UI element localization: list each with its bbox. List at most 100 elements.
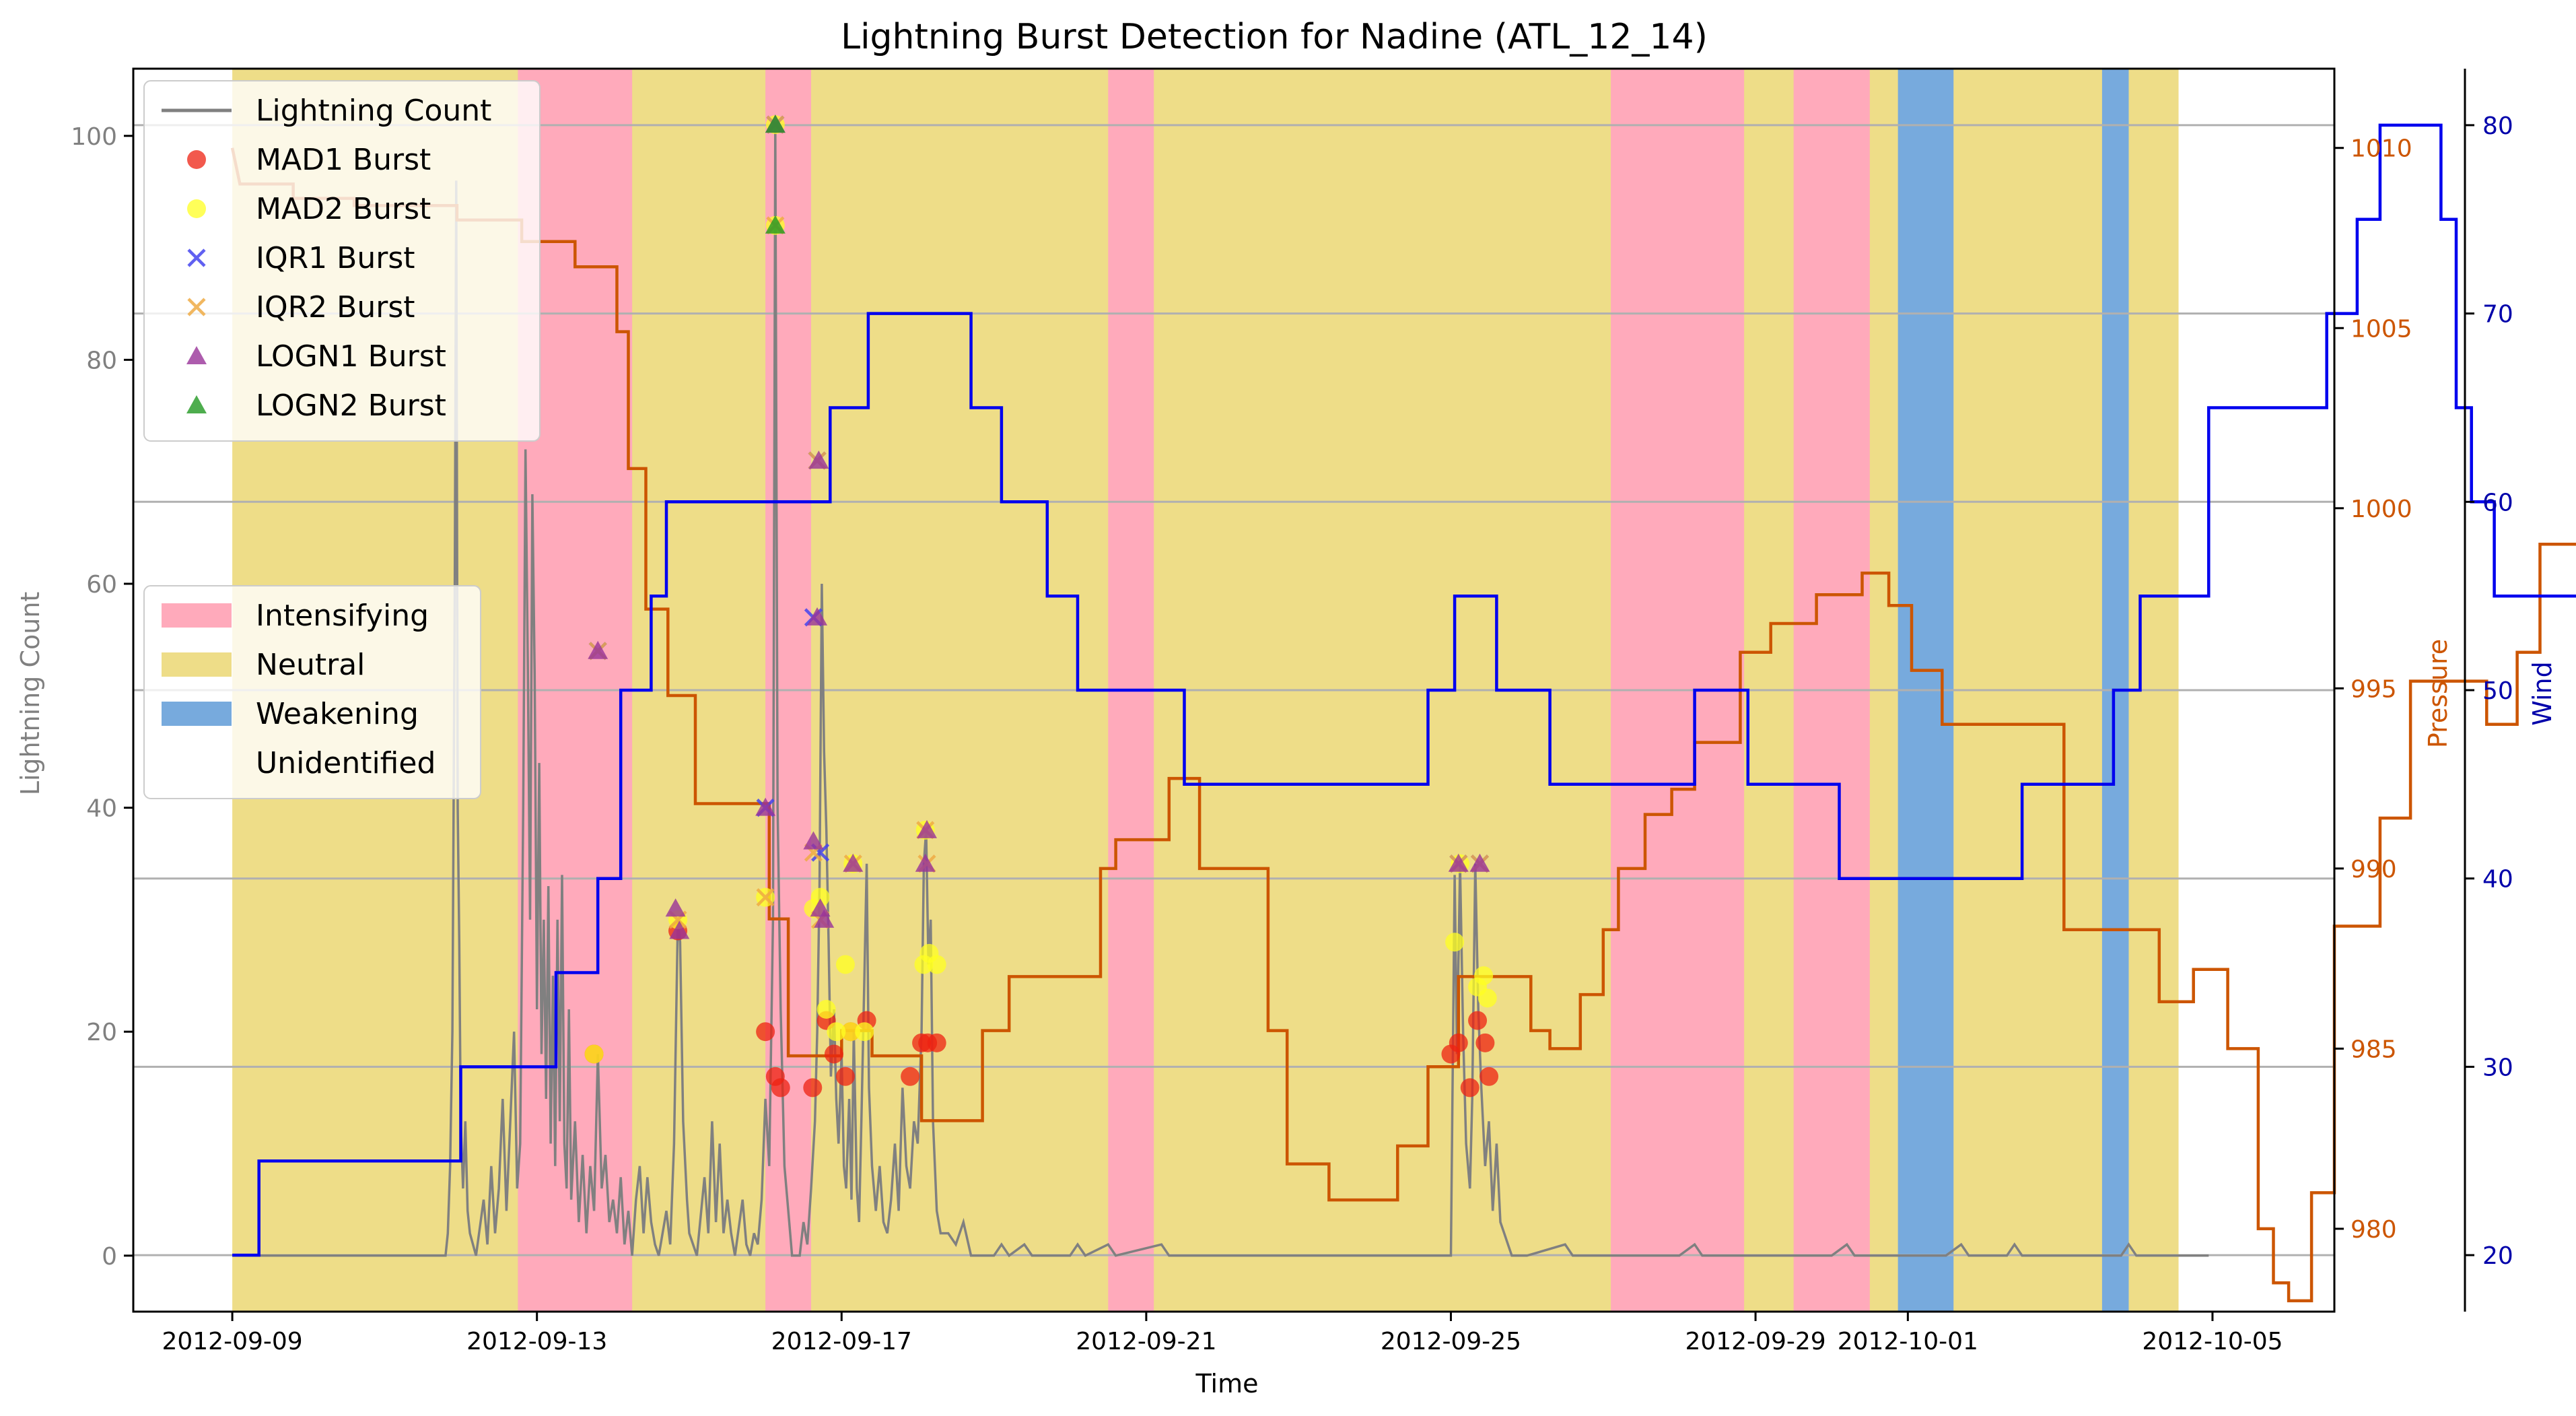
legend-swatch-iqr2 bbox=[187, 298, 206, 316]
legend-swatch-phase bbox=[162, 702, 232, 726]
mad1-burst-marker bbox=[756, 1022, 775, 1042]
series-line-pressure bbox=[230, 147, 2576, 1303]
legend-swatch-mad2 bbox=[187, 199, 206, 218]
burst-markers bbox=[584, 114, 1499, 1098]
y-tick-label-left: 80 bbox=[86, 347, 117, 374]
y-tick-label-pressure: 1000 bbox=[2351, 496, 2412, 523]
legend-box-mid bbox=[143, 585, 481, 799]
logn1-burst-marker bbox=[755, 797, 776, 816]
legend-label: Unidentified bbox=[256, 746, 436, 780]
y-tick-label-left: 0 bbox=[102, 1243, 117, 1271]
logn1-burst-marker bbox=[808, 450, 829, 469]
mad1-burst-marker bbox=[824, 1044, 843, 1064]
legend-swatch-phase bbox=[162, 603, 232, 628]
mad2-burst-marker bbox=[841, 1022, 860, 1042]
logn1-burst-marker bbox=[807, 607, 828, 626]
x-axis-label: Time bbox=[1195, 1369, 1259, 1398]
x-tick-label: 2012-09-13 bbox=[466, 1328, 607, 1355]
mad2-burst-marker bbox=[816, 999, 836, 1019]
mad1-burst-marker bbox=[1449, 1033, 1468, 1052]
legend-swatch-mad1 bbox=[187, 150, 206, 169]
mad1-burst-marker bbox=[1460, 1078, 1480, 1098]
legend-box-top bbox=[143, 80, 541, 442]
y-tick-label-left: 20 bbox=[86, 1019, 117, 1046]
x-tick-label: 2012-09-17 bbox=[771, 1328, 912, 1355]
logn1-burst-marker bbox=[803, 831, 824, 850]
series-line-wind bbox=[232, 123, 2576, 1257]
y-tick-label-left: 40 bbox=[86, 795, 117, 823]
mad1-burst-marker bbox=[1468, 1011, 1488, 1030]
y-axis-label-pressure: Pressure bbox=[2423, 639, 2453, 748]
legend-label: LOGN2 Burst bbox=[256, 389, 446, 423]
axes: 2012-09-09 2012-09-13 2012-09-17 2012-09-21… bbox=[71, 67, 2513, 1355]
mad2-burst-marker bbox=[810, 887, 830, 907]
y-tick-label-pressure: 985 bbox=[2351, 1036, 2397, 1063]
y-tick-label-pressure: 980 bbox=[2351, 1216, 2397, 1244]
mad1-burst-marker bbox=[835, 1067, 855, 1086]
y-axis-label-lightning: Lightning Count bbox=[15, 592, 45, 796]
mad2-burst-marker bbox=[1474, 966, 1494, 986]
logn1-burst-marker bbox=[814, 909, 835, 928]
y-tick-label-wind: 20 bbox=[2482, 1242, 2513, 1270]
legend-phases: Intensifying Neutral Weakening Unidentified bbox=[143, 585, 481, 799]
logn2-burst-marker bbox=[765, 215, 786, 234]
legend-label: IQR2 Burst bbox=[256, 290, 415, 325]
legend-swatch-logn2 bbox=[186, 395, 207, 413]
mad2-burst-marker bbox=[1445, 933, 1465, 952]
y-tick-label-left: 60 bbox=[86, 571, 117, 599]
logn1-burst-marker bbox=[1469, 853, 1490, 872]
legend-label: MAD2 Burst bbox=[256, 192, 431, 226]
logn1-burst-marker bbox=[1448, 853, 1469, 872]
mad2-burst-marker bbox=[927, 955, 946, 974]
mad2-burst-marker bbox=[1477, 988, 1497, 1008]
mad2-burst-marker bbox=[855, 1022, 874, 1042]
legend-label: Neutral bbox=[256, 648, 365, 682]
y-tick-label-pressure: 995 bbox=[2351, 675, 2397, 703]
y-tick-label-left: 100 bbox=[71, 123, 117, 151]
mad1-burst-marker bbox=[1480, 1067, 1499, 1086]
y-tick-label-wind: 40 bbox=[2482, 866, 2513, 894]
logn1-burst-marker bbox=[917, 819, 938, 838]
y-tick-label-wind: 30 bbox=[2482, 1054, 2513, 1081]
legend-swatch-iqr1 bbox=[187, 248, 206, 267]
legend-label: Lightning Count bbox=[256, 94, 491, 128]
mad1-burst-marker bbox=[927, 1033, 946, 1052]
mad2-burst-marker bbox=[835, 955, 855, 974]
legend-label: Intensifying bbox=[256, 599, 429, 633]
y-axis-label-wind: Wind bbox=[2528, 661, 2557, 726]
x-tick-label: 2012-09-09 bbox=[162, 1328, 302, 1355]
iqr2-burst-marker bbox=[756, 888, 775, 907]
y-tick-label-pressure: 1005 bbox=[2351, 315, 2412, 343]
plot-frame bbox=[132, 67, 2336, 1313]
logn1-burst-marker bbox=[669, 920, 690, 939]
y-tick-label-wind: 80 bbox=[2482, 112, 2513, 140]
x-tick-label: 2012-10-05 bbox=[2142, 1328, 2283, 1355]
legend-swatch-phase bbox=[162, 652, 232, 677]
logn1-burst-marker bbox=[588, 640, 608, 659]
legend-swatch-logn1 bbox=[186, 346, 207, 364]
x-tick-label: 2012-09-29 bbox=[1685, 1328, 1825, 1355]
legend-label: MAD1 Burst bbox=[256, 143, 431, 177]
y-tick-label-pressure: 990 bbox=[2351, 856, 2397, 883]
mad1-burst-marker bbox=[771, 1078, 790, 1098]
chart-title: Lightning Burst Detection for Nadine (AT… bbox=[841, 17, 1708, 57]
x-tick-label: 2012-09-21 bbox=[1076, 1328, 1216, 1355]
mad1-burst-marker bbox=[803, 1078, 823, 1098]
mad2-burst-marker bbox=[827, 1022, 846, 1042]
logn1-burst-marker bbox=[915, 853, 936, 872]
x-tick-label: 2012-10-01 bbox=[1838, 1328, 1978, 1355]
y-tick-label-wind: 50 bbox=[2482, 677, 2513, 705]
legend-label: Weakening bbox=[256, 697, 419, 731]
legend-label: IQR1 Burst bbox=[256, 241, 415, 275]
logn2-burst-marker bbox=[765, 114, 786, 133]
logn1-burst-marker bbox=[843, 853, 864, 872]
legend-bursts: Lightning Count MAD1 Burst MAD2 Burst IQR1 … bbox=[143, 80, 541, 442]
mad2-burst-marker bbox=[584, 1044, 604, 1064]
logn1-burst-marker bbox=[665, 898, 686, 917]
y-tick-label-pressure: 1010 bbox=[2351, 135, 2412, 163]
mad1-burst-marker bbox=[1475, 1033, 1495, 1052]
mad1-burst-marker bbox=[901, 1067, 920, 1086]
y-tick-label-wind: 70 bbox=[2482, 301, 2513, 329]
y-tick-label-wind: 60 bbox=[2482, 489, 2513, 516]
